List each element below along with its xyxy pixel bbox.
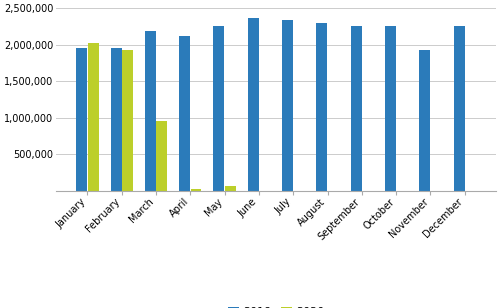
Bar xyxy=(385,26,396,191)
Bar xyxy=(420,50,430,191)
Bar xyxy=(214,26,224,191)
Bar xyxy=(316,23,328,191)
Bar xyxy=(350,26,362,191)
Bar xyxy=(225,186,236,191)
Bar xyxy=(190,189,202,191)
Bar xyxy=(88,43,99,191)
Bar xyxy=(282,20,293,191)
Bar xyxy=(145,31,156,191)
Bar xyxy=(248,18,259,191)
Bar xyxy=(179,36,190,191)
Bar xyxy=(110,48,122,191)
Bar xyxy=(122,50,133,191)
Bar xyxy=(454,26,464,191)
Legend: 2019, 2020: 2019, 2020 xyxy=(224,302,329,308)
Bar xyxy=(76,48,88,191)
Bar xyxy=(156,121,167,191)
